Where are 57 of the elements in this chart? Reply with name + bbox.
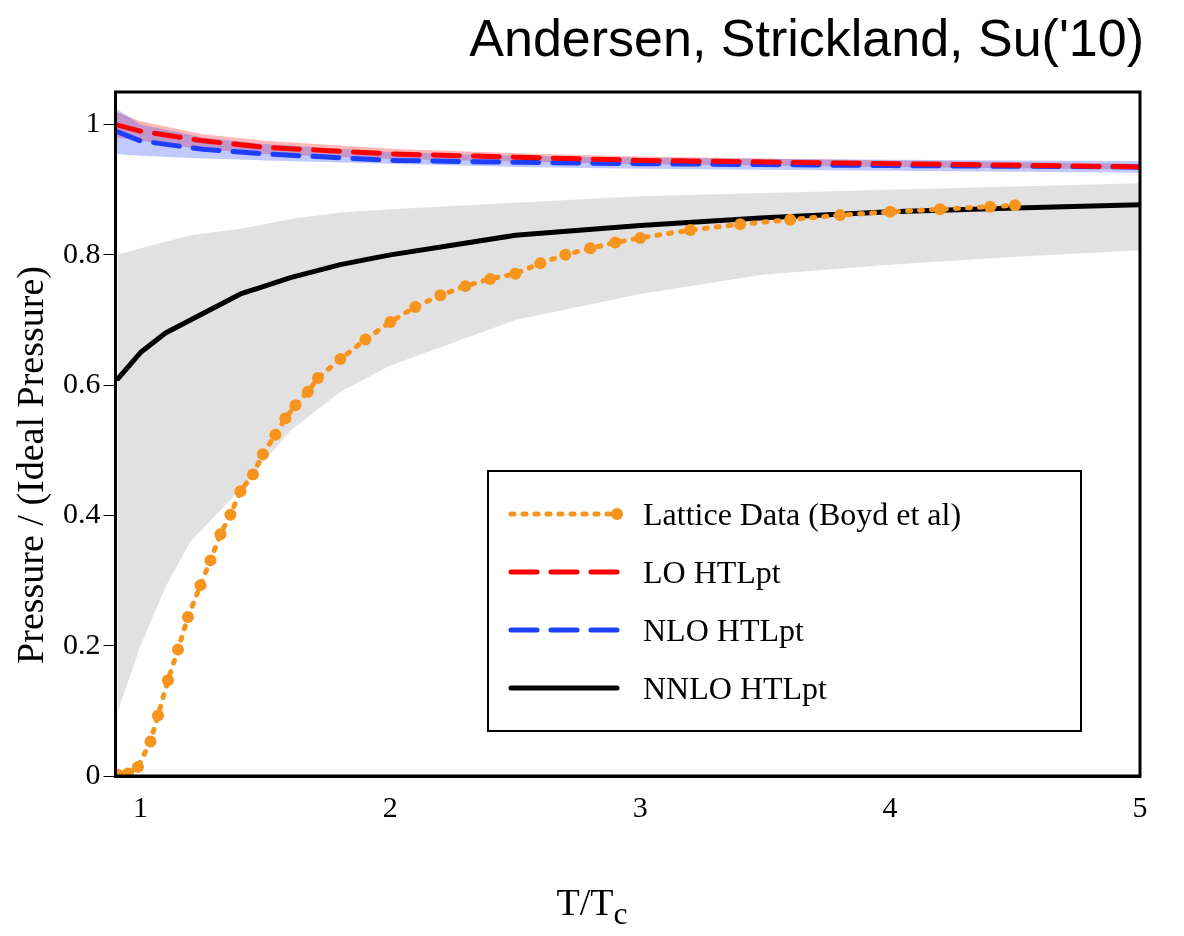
point (311, 371, 324, 384)
x-tick-label: 5 (1132, 789, 1148, 823)
chart-title: Andersen, Strickland, Su('10) (469, 8, 1144, 68)
x-axis-title: T/T$_{c}$ (555, 880, 629, 932)
point (484, 272, 497, 285)
point (256, 448, 269, 461)
point (559, 248, 572, 261)
point (734, 218, 747, 231)
point (171, 643, 184, 656)
point (834, 209, 847, 222)
legend-label: LO HTLpt (643, 553, 781, 591)
point (224, 508, 237, 521)
point (181, 611, 194, 624)
point (634, 231, 647, 244)
point (684, 224, 697, 237)
y-axis-title: Pressure / (Ideal Pressure) (8, 266, 52, 664)
legend-label: Lattice Data (Boyd et al) (643, 495, 962, 533)
point (384, 315, 397, 328)
y-tick-label: 0.2 (63, 626, 101, 660)
y-tick-label: 0.6 (63, 366, 101, 400)
point (246, 468, 259, 481)
point (204, 554, 217, 567)
y-tick-label: 0 (85, 756, 101, 790)
point (131, 760, 144, 773)
point (161, 674, 174, 687)
point (609, 236, 622, 249)
x-tick-label: 3 (632, 789, 648, 823)
point (301, 385, 314, 398)
point (289, 399, 302, 412)
point (214, 528, 227, 541)
point (784, 213, 797, 226)
point (334, 353, 347, 366)
point (234, 485, 247, 498)
point (884, 205, 897, 218)
point (434, 289, 447, 302)
y-tick-label: 1 (85, 105, 101, 139)
point (1009, 199, 1022, 212)
point (984, 200, 997, 213)
point (151, 709, 164, 722)
legend-label: NLO HTLpt (643, 611, 804, 649)
point (279, 412, 292, 425)
x-tick-label: 1 (132, 789, 148, 823)
point (269, 428, 282, 441)
point (934, 203, 947, 216)
point (359, 333, 372, 346)
point (409, 300, 422, 313)
y-tick-label: 0.4 (63, 496, 101, 530)
point (144, 735, 157, 748)
point (459, 280, 472, 293)
point (534, 257, 547, 270)
point (584, 242, 597, 255)
legend-label: NNLO HTLpt (643, 669, 827, 707)
y-tick-label: 0.8 (63, 235, 101, 269)
point (194, 579, 207, 592)
x-tick-label: 4 (882, 789, 898, 823)
point (509, 267, 522, 280)
x-tick-label: 2 (382, 789, 398, 823)
